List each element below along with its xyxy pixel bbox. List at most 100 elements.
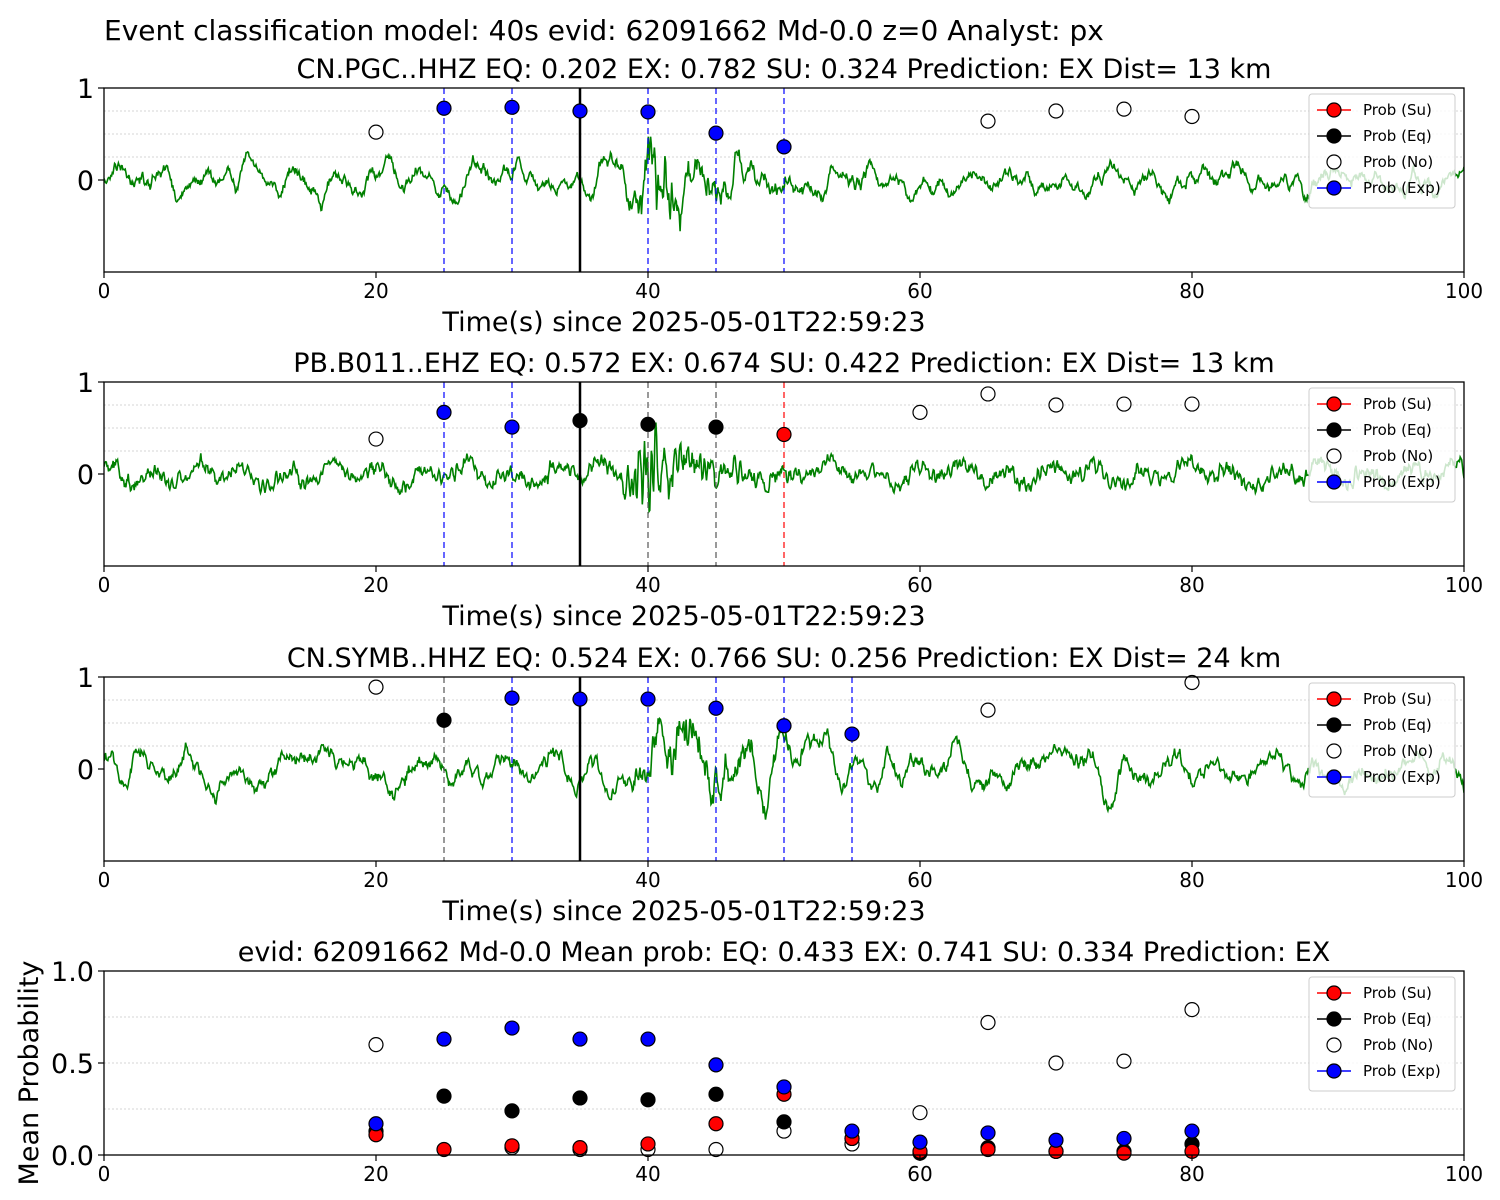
mean-prob-point-exp	[368, 1116, 384, 1132]
x-tick-label: 80	[1179, 868, 1204, 892]
prob-point-su	[776, 426, 792, 443]
prob-point-exp	[572, 691, 588, 707]
x-tick-label: 40	[635, 868, 660, 892]
legend-marker-exp	[1326, 769, 1342, 785]
x-tick-label: 20	[363, 573, 388, 597]
y-tick-label: 1	[77, 368, 94, 399]
x-tick-label: 20	[363, 868, 388, 892]
mean-prob-point-su	[1116, 1145, 1132, 1161]
prob-point-exp	[844, 726, 860, 742]
mean-prob-point-eq	[436, 1088, 452, 1104]
legend-marker-su	[1326, 985, 1342, 1001]
prob-point-no	[1048, 397, 1064, 413]
prob-point-no	[1048, 103, 1064, 119]
mean-prob-point-no	[912, 1105, 928, 1121]
x-tick-label: 60	[907, 1162, 932, 1186]
x-axis-label: Time(s) since 2025-05-01T22:59:23	[441, 307, 925, 338]
mean-prob-point-exp	[1048, 1132, 1064, 1148]
panel-title: CN.PGC..HHZ EQ: 0.202 EX: 0.782 SU: 0.32…	[297, 54, 1272, 85]
x-tick-label: 0	[98, 1162, 111, 1186]
legend-label-no: Prob (No)	[1363, 153, 1433, 171]
legend-label-exp: Prob (Exp)	[1363, 1062, 1441, 1080]
prob-point-exp	[504, 419, 520, 435]
y-axis-label: Mean Probability	[14, 961, 45, 1186]
mean-prob-point-eq	[640, 1092, 656, 1108]
mean-prob-point-eq	[504, 1103, 520, 1119]
mean-prob-point-su	[980, 1141, 996, 1158]
prob-point-no	[980, 702, 996, 718]
x-tick-label: 0	[98, 279, 111, 303]
x-tick-label: 100	[1445, 1162, 1483, 1186]
legend-label-no: Prob (No)	[1363, 447, 1433, 465]
panels: CN.PGC..HHZ EQ: 0.202 EX: 0.782 SU: 0.32…	[14, 54, 1483, 1186]
mean-prob-point-eq	[776, 1114, 792, 1130]
legend-label-exp: Prob (Exp)	[1363, 473, 1441, 491]
y-tick-label: 0.0	[51, 1141, 94, 1172]
legend-marker-exp	[1326, 1063, 1342, 1079]
mean-prob-point-no	[1048, 1055, 1064, 1071]
legend-marker-exp	[1326, 180, 1342, 196]
panel-title: PB.B011..EHZ EQ: 0.572 EX: 0.674 SU: 0.4…	[293, 348, 1274, 379]
prob-point-eq	[572, 413, 588, 429]
prob-point-no	[368, 124, 384, 140]
legend-box	[1308, 93, 1456, 209]
prob-point-exp	[776, 718, 792, 734]
prob-point-no	[1116, 101, 1132, 117]
x-tick-label: 60	[907, 279, 932, 303]
legend-marker-no	[1326, 1037, 1342, 1053]
mean-prob-point-no	[1184, 1002, 1200, 1018]
x-tick-label: 80	[1179, 1162, 1204, 1186]
legend-label-exp: Prob (Exp)	[1363, 179, 1441, 197]
legend-label-no: Prob (No)	[1363, 1036, 1433, 1054]
legend-box	[1308, 976, 1456, 1092]
mean-prob-point-exp	[708, 1057, 724, 1073]
y-tick-label: 0	[77, 460, 94, 491]
legend-marker-eq	[1326, 717, 1342, 733]
x-tick-label: 100	[1445, 868, 1483, 892]
x-tick-label: 20	[363, 1162, 388, 1186]
legend-marker-eq	[1326, 128, 1342, 144]
mean-prob-point-su	[436, 1141, 452, 1158]
prob-point-no	[368, 431, 384, 447]
prob-point-exp	[776, 139, 792, 155]
legend-marker-eq	[1326, 422, 1342, 438]
panel-title: evid: 62091662 Md-0.0 Mean prob: EQ: 0.4…	[238, 937, 1331, 968]
x-tick-label: 40	[635, 573, 660, 597]
mean-prob-point-exp	[640, 1031, 656, 1047]
prob-point-exp	[708, 700, 724, 716]
mean-prob-point-no	[708, 1141, 724, 1158]
prob-point-exp	[640, 691, 656, 707]
panel-2: PB.B011..EHZ EQ: 0.572 EX: 0.674 SU: 0.4…	[77, 348, 1483, 632]
prob-point-exp	[504, 99, 520, 115]
mean-prob-point-eq	[572, 1090, 588, 1106]
mean-prob-point-exp	[1184, 1123, 1200, 1139]
mean-prob-point-exp	[980, 1125, 996, 1141]
legend-label-su: Prob (Su)	[1363, 101, 1432, 119]
figure-suptitle: Event classification model: 40s evid: 62…	[104, 14, 1104, 47]
legend-label-su: Prob (Su)	[1363, 690, 1432, 708]
mean-prob-point-exp	[436, 1031, 452, 1047]
mean-prob-point-eq	[708, 1086, 724, 1102]
panel-4: evid: 62091662 Md-0.0 Mean prob: EQ: 0.4…	[14, 937, 1483, 1186]
prob-point-no	[1184, 396, 1200, 412]
panel-1: CN.PGC..HHZ EQ: 0.202 EX: 0.782 SU: 0.32…	[77, 54, 1483, 338]
mean-prob-point-no	[368, 1036, 384, 1053]
legend-marker-su	[1326, 396, 1342, 412]
waveform-trace	[104, 422, 1464, 514]
mean-prob-point-exp	[776, 1079, 792, 1095]
x-tick-label: 100	[1445, 573, 1483, 597]
x-tick-label: 20	[363, 279, 388, 303]
prob-point-eq	[640, 416, 656, 432]
legend-label-exp: Prob (Exp)	[1363, 768, 1441, 786]
x-axis-label: Time(s) since 2025-05-01T22:59:23	[441, 601, 925, 632]
plot-area	[104, 88, 1464, 272]
legend-marker-exp	[1326, 474, 1342, 490]
x-tick-label: 0	[98, 868, 111, 892]
prob-point-no	[912, 404, 928, 420]
panel-title: CN.SYMB..HHZ EQ: 0.524 EX: 0.766 SU: 0.2…	[287, 643, 1281, 674]
prob-point-exp	[504, 690, 520, 706]
x-tick-label: 80	[1179, 279, 1204, 303]
legend-marker-no	[1326, 448, 1342, 464]
y-tick-label: 0	[77, 755, 94, 786]
legend-box	[1308, 387, 1456, 503]
